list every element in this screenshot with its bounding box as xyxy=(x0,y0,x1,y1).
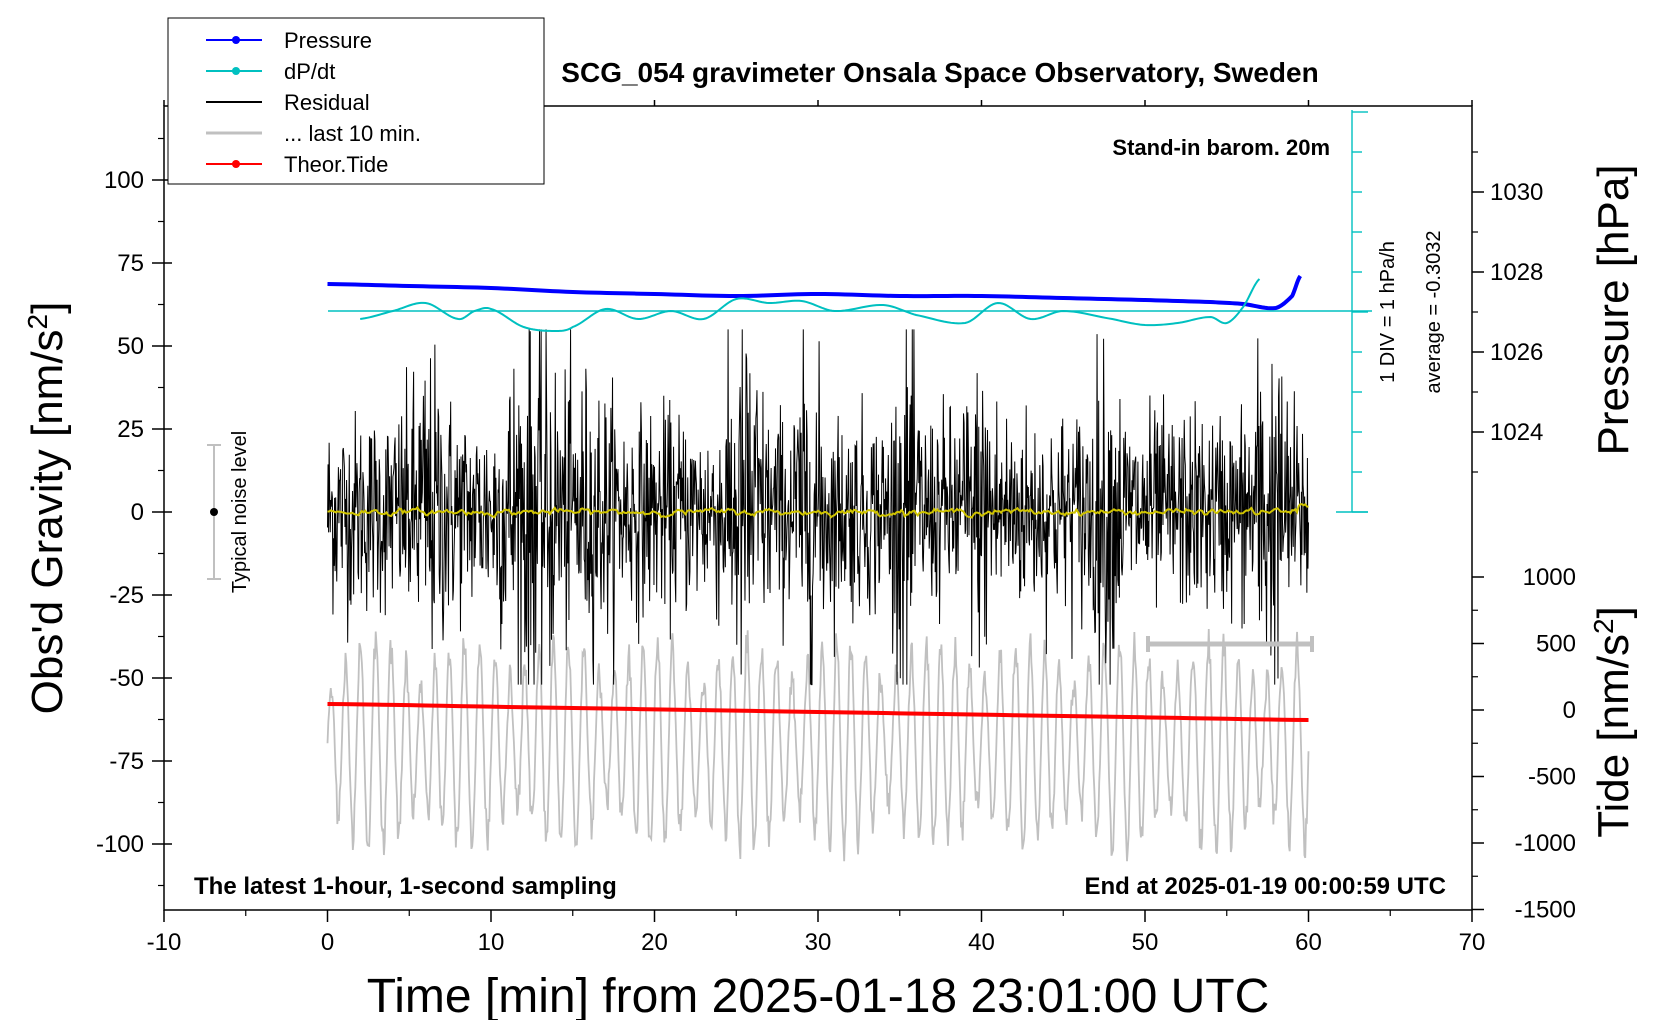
y-axis-tide-label: Tide [nm/s2] xyxy=(1588,606,1639,838)
y-left-tick-label: -100 xyxy=(96,831,144,858)
y-axis-pressure: 1030 1028 1026 1024 xyxy=(1472,151,1543,473)
series-last-10-min xyxy=(326,628,1310,862)
x-tick-label: 30 xyxy=(805,929,832,956)
y-tide-tick-label: -1500 xyxy=(1515,897,1576,924)
y-left-tick-label: 75 xyxy=(117,250,144,277)
y-tide-tick-label: -1000 xyxy=(1515,830,1576,857)
x-tick-label: 50 xyxy=(1132,929,1159,956)
y-left-tick-label: 25 xyxy=(117,416,144,443)
smoothed-residual-line xyxy=(327,503,1309,519)
legend: Pressure dP/dt Residual ... last 10 min. The… xyxy=(167,17,545,185)
y-pressure-tick-label: 1026 xyxy=(1490,339,1543,366)
legend-entry: Pressure xyxy=(206,28,372,53)
series-dpdt xyxy=(360,278,1261,333)
dpdt-scale-label: 1 DIV = 1 hPa/h xyxy=(1377,241,1399,383)
dpdt-scale-bar xyxy=(1336,110,1368,513)
legend-label: Residual xyxy=(284,90,370,115)
y-pressure-tick-label: 1028 xyxy=(1490,259,1543,286)
y-axis-tide: 1000 500 0 -500 -1000 -1500 xyxy=(1472,564,1576,924)
y-pressure-tick-label: 1024 xyxy=(1490,419,1543,446)
legend-entry: dP/dt xyxy=(206,59,335,84)
x-axis-label: Time [min] from 2025-01-18 23:01:00 UTC xyxy=(367,970,1270,1020)
y-tide-tick-label: 500 xyxy=(1536,631,1576,658)
y-left-tick-label: 50 xyxy=(117,333,144,360)
y-left-tick-label: -25 xyxy=(109,582,144,609)
dpdt-line xyxy=(360,278,1261,333)
y-tide-tick-label: -500 xyxy=(1528,764,1576,791)
legend-entry: Theor.Tide xyxy=(206,152,388,177)
legend-label: ... last 10 min. xyxy=(284,121,421,146)
y-tide-tick-label: 0 xyxy=(1563,697,1576,724)
series-theor-tide xyxy=(327,702,1309,722)
series-pressure xyxy=(327,274,1302,311)
x-tick-label: -10 xyxy=(147,929,182,956)
pressure-line xyxy=(327,274,1302,311)
series-residual-smoothed xyxy=(327,503,1309,519)
last-10-min-line xyxy=(326,628,1310,862)
noise-level-bar xyxy=(207,444,221,580)
noise-level-label: Typical noise level xyxy=(229,431,251,593)
chart-title: SCG_054 gravimeter Onsala Space Observat… xyxy=(561,57,1318,88)
series-residual xyxy=(327,329,1309,686)
y-axis-gravity: 100 75 50 25 0 -25 -50 -75 -100 xyxy=(96,137,172,887)
y-tide-tick-label: 1000 xyxy=(1523,564,1576,591)
x-tick-label: 0 xyxy=(321,929,334,956)
x-tick-label: 20 xyxy=(641,929,668,956)
y-left-tick-label: -50 xyxy=(109,665,144,692)
tide-line xyxy=(327,702,1309,722)
legend-label: Pressure xyxy=(284,28,372,53)
x-axis: -10 0 10 20 30 40 50 60 70 xyxy=(147,100,1486,956)
y-left-tick-label: -75 xyxy=(109,748,144,775)
y-left-tick-label: 100 xyxy=(104,167,144,194)
y-axis-left-label: Obs'd Gravity [nm/s2] xyxy=(22,302,73,715)
x-tick-label: 60 xyxy=(1295,929,1322,956)
legend-entry: Residual xyxy=(206,90,370,115)
residual-line xyxy=(327,329,1309,686)
x-tick-label: 70 xyxy=(1459,929,1486,956)
legend-entry: ... last 10 min. xyxy=(206,121,421,146)
annotation-stand-in-barom: Stand-in barom. 20m xyxy=(1112,135,1330,160)
y-axis-pressure-label: Pressure [hPa] xyxy=(1589,164,1638,455)
x-tick-label: 10 xyxy=(478,929,505,956)
y-left-tick-label: 0 xyxy=(131,499,144,526)
dpdt-average-label: average = -0.3032 xyxy=(1423,231,1445,394)
annotation-latest-hour: The latest 1-hour, 1-second sampling xyxy=(194,873,617,900)
last-10-min-bracket xyxy=(1146,636,1314,652)
x-tick-label: 40 xyxy=(968,929,995,956)
legend-label: dP/dt xyxy=(284,59,335,84)
y-pressure-tick-label: 1030 xyxy=(1490,179,1543,206)
annotation-end-time: End at 2025-01-19 00:00:59 UTC xyxy=(1085,873,1447,900)
legend-label: Theor.Tide xyxy=(284,152,388,177)
